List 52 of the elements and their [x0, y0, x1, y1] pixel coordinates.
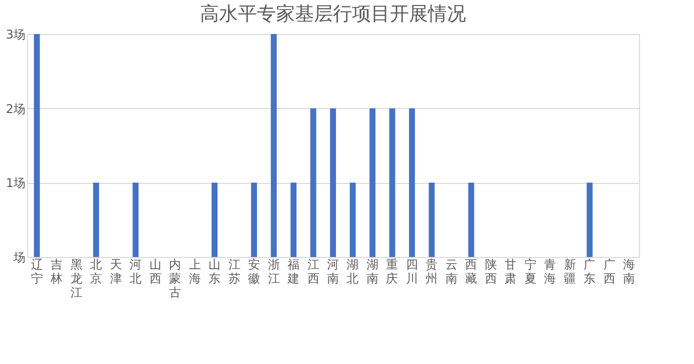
y-tick-label: 场	[12, 250, 26, 264]
x-tick-label: 贵州	[426, 258, 438, 286]
x-tick-label: 河北	[130, 258, 142, 286]
x-tick-label: 内蒙古	[169, 258, 182, 300]
x-tick-label: 河南	[327, 258, 339, 286]
x-tick-label: 四川	[406, 258, 418, 286]
x-tick-label: 宁夏	[524, 258, 536, 286]
chart-title: 高水平专家基层行项目开展情况	[200, 3, 466, 25]
bar	[586, 182, 593, 257]
bar	[212, 182, 218, 257]
x-tick-label: 湖南	[366, 258, 378, 286]
x-tick-label: 新疆	[564, 258, 576, 286]
x-tick-label: 湖北	[346, 258, 359, 286]
bar	[132, 182, 139, 257]
bar	[34, 34, 40, 257]
x-tick-label: 云南	[445, 258, 458, 286]
x-tick-label: 山东	[208, 258, 221, 286]
bar	[389, 108, 396, 257]
x-tick-label: 江西	[307, 258, 320, 286]
x-tick-label: 上海	[188, 258, 201, 286]
x-tick-label: 广东	[584, 258, 596, 286]
x-tick-label: 吉林	[50, 258, 63, 286]
bar	[350, 182, 356, 257]
x-tick-label: 浙江	[268, 258, 280, 286]
x-tick-label: 重庆	[386, 258, 398, 286]
x-tick-label: 甘肃	[504, 258, 517, 286]
y-tick-label: 1场	[6, 176, 26, 190]
bar	[468, 182, 474, 257]
x-tick-label: 福建	[286, 258, 300, 286]
y-tick-label: 3场	[6, 28, 26, 42]
x-tick-label: 海南	[623, 258, 636, 286]
x-tick-label: 陕西	[484, 258, 497, 286]
x-tick-label: 北京	[90, 258, 102, 286]
x-tick-label: 广西	[603, 258, 616, 286]
x-tick-label: 江苏	[228, 258, 240, 286]
x-tick-label: 山西	[149, 258, 162, 286]
y-tick-label: 2场	[6, 102, 26, 116]
bar	[370, 108, 376, 257]
bar	[290, 182, 296, 257]
x-tick-label: 安徽	[248, 258, 260, 286]
x-tick-label: 天津	[110, 258, 122, 286]
bar	[409, 108, 415, 257]
bar	[251, 182, 257, 257]
x-tick-label: 西藏	[465, 258, 478, 286]
bar	[93, 182, 100, 257]
bar	[428, 182, 435, 257]
bar	[270, 34, 277, 257]
x-tick-label: 黑龙江	[70, 258, 82, 300]
bar	[310, 108, 316, 257]
bar	[330, 108, 336, 257]
x-tick-label: 青海	[544, 258, 556, 286]
x-tick-label: 辽宁	[30, 258, 43, 286]
